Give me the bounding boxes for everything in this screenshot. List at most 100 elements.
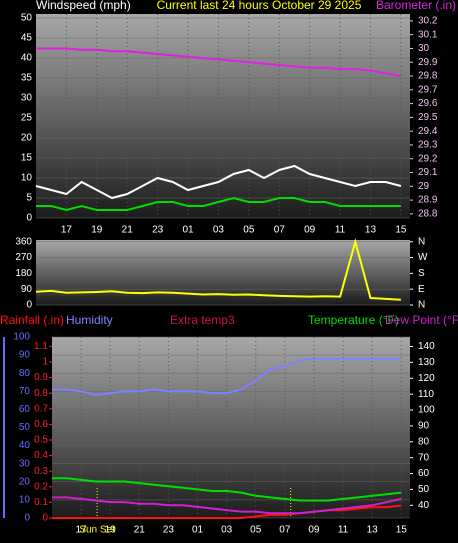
y-tick-label: 15 — [21, 153, 33, 164]
y-tick-label: 0.3 — [34, 466, 48, 477]
y-tick-label: 29 — [418, 181, 430, 192]
y-tick-label: S — [418, 268, 425, 279]
y-tick-label: 0 — [26, 300, 32, 311]
x-tick-label: 21 — [134, 525, 146, 536]
y-tick-label: 25 — [21, 113, 33, 124]
y-tick-label: 30 — [19, 458, 31, 469]
y-tick-label: 5 — [26, 193, 32, 204]
chart-title: Current last 24 hours October 29 2025 — [157, 0, 362, 12]
series-line — [36, 47, 402, 77]
y-tick-label: 29.9 — [418, 57, 438, 68]
y-tick-label: 20 — [21, 133, 33, 144]
y-tick-label: 29.3 — [418, 140, 438, 151]
y-tick-label: 90 — [418, 421, 430, 432]
x-tick-label: 13 — [365, 225, 377, 236]
y-tick-label: 270 — [15, 252, 32, 263]
y-tick-label: 100 — [418, 405, 435, 416]
legend-label: Temperature (°F) — [308, 313, 399, 327]
y-tick-label: 30 — [418, 43, 430, 54]
y-tick-label: 28.8 — [418, 209, 438, 220]
y-tick-label: 0.4 — [34, 450, 48, 461]
series-line — [35, 238, 401, 301]
y-tick-label: 40 — [418, 500, 430, 511]
y-tick-label: 1.1 — [34, 341, 48, 352]
x-tick-label: 01 — [192, 525, 204, 536]
y-tick-label: 29.4 — [418, 126, 438, 137]
y-tick-label: 0.9 — [34, 372, 48, 383]
series-line — [52, 357, 402, 396]
x-tick-label: 01 — [182, 225, 194, 236]
y-tick-label: 100 — [13, 332, 30, 343]
y-tick-label: 29.6 — [418, 98, 438, 109]
y-tick-label: 70 — [418, 452, 430, 463]
y-tick-label: 28.9 — [418, 195, 438, 206]
series-line — [36, 196, 401, 212]
x-tick-label: 05 — [250, 525, 262, 536]
x-tick-label: 19 — [105, 525, 117, 536]
y-tick-label: 180 — [15, 268, 32, 279]
x-tick-label: 03 — [221, 525, 233, 536]
x-tick-label: 13 — [367, 525, 379, 536]
y-tick-label: 70 — [19, 386, 31, 397]
y-tick-label: 120 — [418, 373, 435, 384]
series-line — [35, 164, 402, 200]
y-tick-label: 50 — [21, 13, 33, 24]
y-tick-label: 110 — [418, 389, 434, 400]
y-tick-label: 0 — [26, 213, 32, 224]
y-tick-label: 0.5 — [34, 435, 48, 446]
x-tick-label: 09 — [304, 225, 316, 236]
series-line — [52, 504, 402, 519]
x-tick-label: 23 — [163, 525, 175, 536]
y-tick-label: 0.8 — [34, 388, 48, 399]
x-tick-label: 07 — [274, 225, 286, 236]
legend-label: Humidity — [66, 313, 113, 327]
x-tick-label: 21 — [122, 225, 134, 236]
y-tick-label: 30.1 — [418, 29, 438, 40]
y-tick-label: 29.2 — [418, 153, 438, 164]
x-tick-label: 15 — [395, 225, 407, 236]
y-tick-label: 50 — [418, 484, 430, 495]
legend-label: Barometer (.in) — [376, 0, 456, 12]
x-tick-label: 17 — [76, 525, 88, 536]
y-tick-label: 1 — [42, 357, 48, 368]
legend-label: Dew Point (°F) — [385, 313, 458, 327]
y-tick-label: 0 — [24, 513, 30, 524]
x-tick-label: 15 — [396, 525, 408, 536]
y-tick-label: 80 — [19, 368, 31, 379]
y-tick-label: 0.1 — [34, 497, 48, 508]
y-tick-label: 40 — [21, 53, 33, 64]
legend-label: Extra temp3 — [170, 313, 235, 327]
annotation-label: Sun Set — [79, 525, 115, 536]
y-tick-label: 29.7 — [418, 84, 438, 95]
x-tick-label: 05 — [243, 225, 255, 236]
y-tick-label: 10 — [21, 173, 33, 184]
y-tick-label: 90 — [21, 284, 33, 295]
y-tick-label: 140 — [418, 341, 435, 352]
y-tick-label: 0.2 — [34, 481, 48, 492]
x-tick-label: 23 — [152, 225, 164, 236]
y-tick-label: 40 — [19, 440, 31, 451]
y-tick-label: 10 — [19, 495, 31, 506]
y-tick-label: 30.2 — [418, 16, 438, 27]
y-tick-label: 0.7 — [34, 403, 48, 414]
x-tick-label: 03 — [213, 225, 225, 236]
x-tick-label: 19 — [91, 225, 103, 236]
y-tick-label: 360 — [15, 236, 32, 247]
series-line — [52, 477, 402, 502]
x-tick-label: 11 — [335, 225, 346, 236]
y-tick-label: 130 — [418, 357, 435, 368]
y-tick-label: 60 — [19, 404, 31, 415]
x-tick-label: 17 — [61, 225, 73, 236]
legend-label: Rainfall (.in) — [0, 313, 64, 327]
y-tick-label: 0 — [42, 513, 48, 524]
y-tick-label: E — [418, 284, 425, 295]
x-tick-label: 09 — [308, 525, 320, 536]
y-tick-label: 29.8 — [418, 71, 438, 82]
y-tick-label: 20 — [19, 476, 31, 487]
y-tick-label: N — [418, 300, 425, 311]
y-tick-label: W — [418, 252, 428, 263]
y-tick-label: 29.1 — [418, 167, 438, 178]
y-tick-label: 60 — [418, 468, 430, 479]
